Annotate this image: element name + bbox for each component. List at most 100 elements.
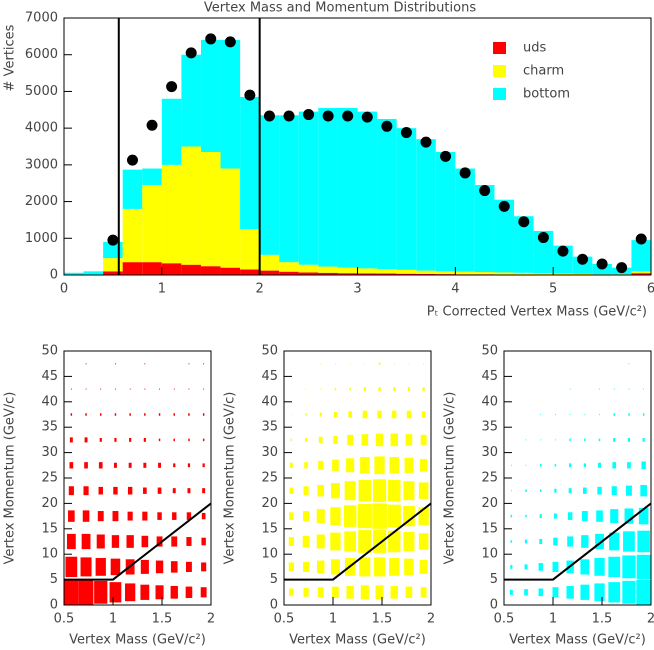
y-tick-label: 20 <box>481 496 498 511</box>
x-tick-label: 1.5 <box>152 612 173 627</box>
bar-segment <box>377 118 397 270</box>
y-tick-label: 30 <box>481 445 498 460</box>
density-box <box>346 458 355 473</box>
density-box <box>318 436 323 444</box>
y-axis-label: Vertex Momentum (GeV/c) <box>443 392 458 565</box>
bar-segment <box>357 273 378 275</box>
density-box <box>388 479 401 502</box>
density-box <box>554 464 557 467</box>
bar-segment <box>142 262 162 275</box>
density-box <box>403 505 415 527</box>
density-box <box>555 413 556 416</box>
bar-segment <box>200 266 221 275</box>
density-box <box>303 511 309 522</box>
x-tick-label: 2 <box>207 612 215 627</box>
density-box <box>186 512 192 520</box>
density-box <box>173 388 175 390</box>
density-box <box>318 460 324 470</box>
density-box <box>584 438 586 442</box>
density-box <box>304 462 308 469</box>
density-box <box>98 462 103 469</box>
y-tick-label: 10 <box>481 547 498 562</box>
bar-segment <box>64 272 84 275</box>
bar-segment <box>279 262 299 272</box>
bar-segment <box>435 271 456 275</box>
bar-segment <box>416 273 436 275</box>
density-box <box>419 458 428 472</box>
density-box <box>372 530 387 553</box>
x-axis-label: Vertex Mass (GeV/c²) <box>509 633 646 648</box>
density-box <box>348 411 352 418</box>
density-box <box>158 438 161 442</box>
density-box <box>316 509 325 524</box>
density-box <box>344 531 357 552</box>
bar-segment <box>318 107 338 267</box>
y-tick-label: 30 <box>261 445 278 460</box>
density-box <box>125 583 136 602</box>
density-box <box>333 411 337 418</box>
density-box <box>99 437 102 442</box>
density-box <box>510 514 513 518</box>
data-point <box>107 234 119 246</box>
data-point <box>537 232 549 244</box>
density-box <box>113 462 117 468</box>
density-box <box>539 538 543 545</box>
density-box <box>188 413 190 416</box>
density-box <box>320 363 322 365</box>
density-box <box>114 437 117 442</box>
density-box <box>358 479 372 502</box>
y-tick-label: 15 <box>481 521 498 536</box>
density-box <box>157 487 162 494</box>
density-box <box>378 362 381 365</box>
legend-label: uds <box>523 41 546 56</box>
density-box <box>69 437 73 443</box>
x-tick-label: 1 <box>329 612 337 627</box>
density-box <box>583 463 586 468</box>
density-box <box>85 388 87 390</box>
legend-swatch <box>493 88 506 100</box>
density-box <box>173 413 175 416</box>
density-box <box>84 437 88 443</box>
y-tick-label: 0 <box>490 598 498 613</box>
density-box <box>317 560 325 574</box>
bar-segment <box>631 273 651 275</box>
bar-segment <box>435 152 456 272</box>
density-box <box>127 486 133 495</box>
y-tick-label: 5 <box>270 572 278 587</box>
bar-segment <box>298 111 319 265</box>
bar-segment <box>240 96 260 230</box>
bar-segment <box>279 115 299 263</box>
bar-segment <box>337 273 358 275</box>
bar-segment <box>572 273 593 275</box>
bar-segment <box>474 185 495 273</box>
density-box <box>404 457 414 473</box>
density-box <box>599 413 600 416</box>
density-box <box>188 388 190 390</box>
y-tick-label: 45 <box>481 369 498 384</box>
y-axis-label: # Vertices <box>3 24 18 91</box>
data-point <box>263 110 275 122</box>
x-tick-label: 4 <box>451 282 459 297</box>
density-box <box>642 437 645 442</box>
data-point <box>557 245 569 257</box>
x-tick-label: 1.5 <box>592 612 613 627</box>
bar-segment <box>220 40 241 169</box>
density-box <box>553 513 557 519</box>
density-box <box>408 363 410 365</box>
density-box <box>569 413 571 416</box>
data-point <box>577 253 589 265</box>
density-box <box>636 579 651 605</box>
chart-title: Vertex Mass and Momentum Distributions <box>204 1 476 16</box>
density-box <box>94 580 108 604</box>
density-box <box>188 438 190 442</box>
density-box <box>390 433 398 447</box>
density-box <box>96 534 105 549</box>
density-box <box>330 532 341 551</box>
density-box <box>581 535 589 548</box>
density-box <box>622 555 636 579</box>
density-box <box>113 486 118 495</box>
density-box <box>68 486 74 496</box>
data-point <box>440 150 452 162</box>
density-box <box>581 511 588 522</box>
